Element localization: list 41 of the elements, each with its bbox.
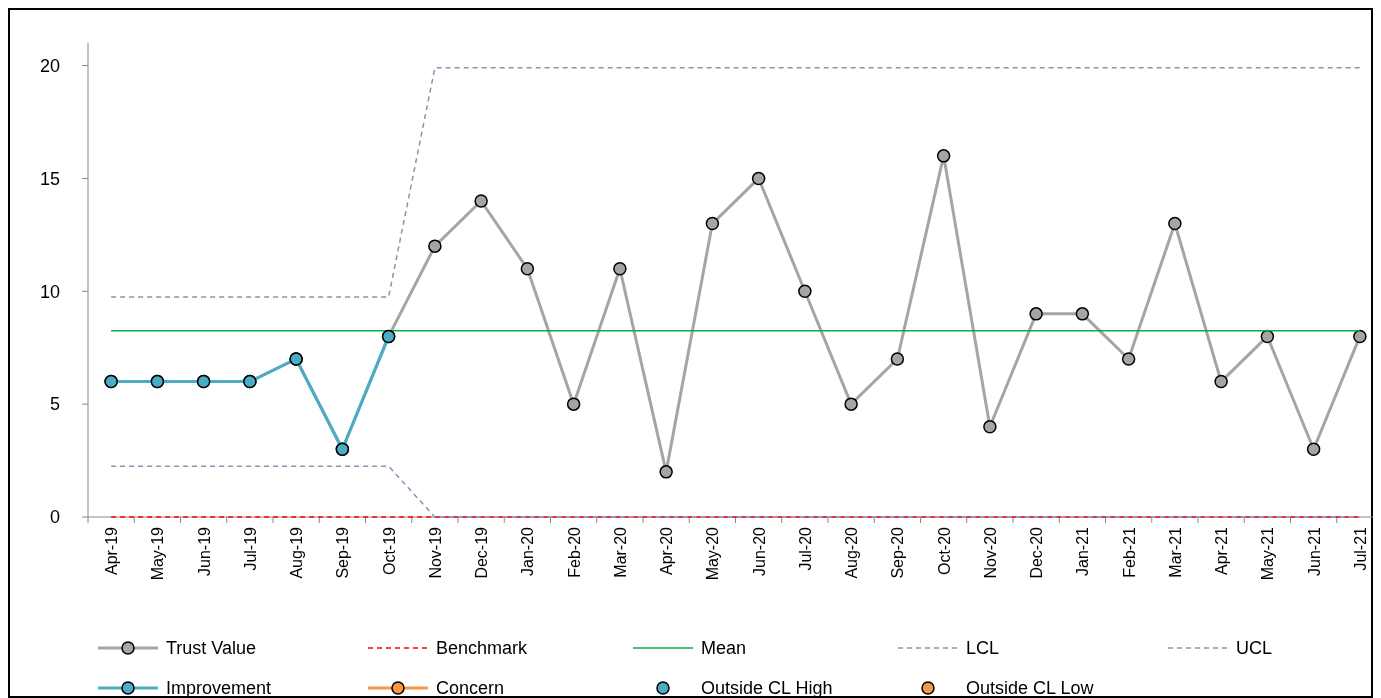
x-tick-label: Mar-20 [611, 526, 629, 578]
x-tick-label: Dec-20 [1028, 526, 1046, 579]
x-tick-label: Sep-19 [334, 526, 352, 579]
x-tick-label: Jul-21 [1351, 526, 1369, 571]
x-tick-label: Jul-19 [241, 526, 259, 571]
y-tick-label: 20 [39, 55, 60, 76]
x-tick-label: Aug-19 [288, 526, 306, 579]
legend-label: UCL [1236, 638, 1273, 659]
x-tick-label: Feb-20 [565, 526, 583, 578]
x-tick-label: Jun-20 [750, 526, 768, 576]
x-tick-label: Jun-21 [1305, 526, 1323, 576]
x-tick-label: Mar-21 [1166, 526, 1184, 578]
x-tick-label: Oct-19 [380, 526, 398, 576]
legend-label: Improvement [166, 678, 272, 698]
y-tick-label: 15 [39, 168, 60, 189]
x-tick-label: Sep-20 [889, 526, 907, 579]
x-tick-label: Jun-19 [195, 526, 213, 576]
x-tick-label: Dec-19 [473, 526, 491, 579]
x-tick-label: Jul-20 [796, 526, 814, 571]
legend-label: Outside CL Low [966, 678, 1095, 698]
x-tick-label: Jan-20 [519, 526, 537, 576]
x-tick-label: Feb-21 [1120, 526, 1138, 578]
y-tick-label: 0 [49, 507, 60, 528]
legend-label: Benchmark [436, 638, 529, 659]
x-tick-label: Apr-20 [658, 526, 676, 576]
x-tick-label: Oct-20 [935, 526, 953, 576]
legend-label: Mean [701, 638, 747, 659]
x-tick-label: May-21 [1259, 526, 1277, 581]
x-tick-label: Aug-20 [843, 526, 861, 579]
x-tick-label: Apr-19 [103, 526, 121, 576]
x-tick-label: Nov-20 [981, 526, 999, 579]
x-tick-label: May-19 [149, 526, 167, 581]
x-tick-label: Nov-19 [426, 526, 444, 579]
legend-label: LCL [966, 638, 1000, 659]
legend-label: Trust Value [166, 638, 257, 659]
y-tick-label: 5 [49, 394, 60, 415]
legend-label: Concern [436, 678, 505, 698]
x-tick-label: Apr-21 [1213, 526, 1231, 576]
x-tick-label: May-20 [704, 526, 722, 581]
y-tick-label: 10 [39, 281, 60, 302]
x-tick-label: Jan-21 [1074, 526, 1092, 576]
